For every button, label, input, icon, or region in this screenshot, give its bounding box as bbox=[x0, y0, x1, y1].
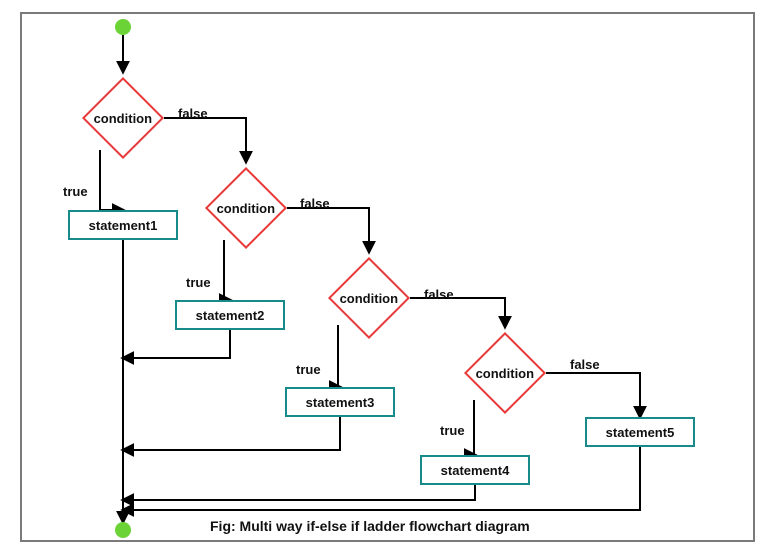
true-label: true bbox=[186, 275, 211, 290]
false-label: false bbox=[178, 106, 208, 121]
condition-label: condition bbox=[476, 366, 535, 381]
condition-label: condition bbox=[217, 201, 276, 216]
condition-label: condition bbox=[94, 111, 153, 126]
false-label: false bbox=[570, 357, 600, 372]
true-label: true bbox=[63, 184, 88, 199]
false-label: false bbox=[424, 287, 454, 302]
statement-node: statement3 bbox=[285, 387, 395, 417]
start-node bbox=[115, 19, 131, 35]
statement-node: statement2 bbox=[175, 300, 285, 330]
statement-node: statement5 bbox=[585, 417, 695, 447]
statement-node: statement4 bbox=[420, 455, 530, 485]
condition-label: condition bbox=[340, 291, 399, 306]
statement-node: statement1 bbox=[68, 210, 178, 240]
end-node bbox=[115, 522, 131, 538]
true-label: true bbox=[440, 423, 465, 438]
true-label: true bbox=[296, 362, 321, 377]
caption: Fig: Multi way if-else if ladder flowcha… bbox=[210, 518, 530, 534]
flowchart-canvas: condition condition condition condition stat… bbox=[0, 0, 775, 554]
false-label: false bbox=[300, 196, 330, 211]
